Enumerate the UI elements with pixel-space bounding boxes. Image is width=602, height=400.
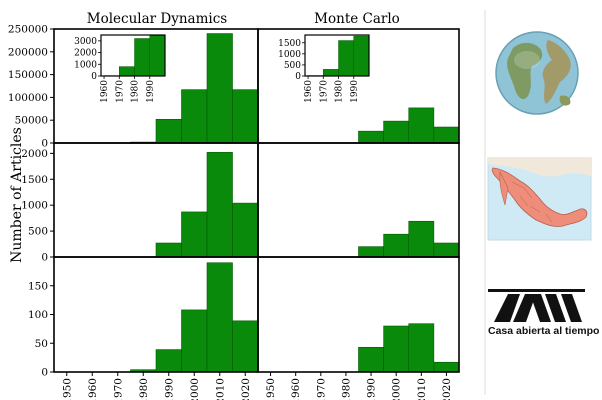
y-tick-label: 100 bbox=[28, 309, 48, 321]
y-axis-label: Number of Articles bbox=[9, 127, 25, 263]
x-tick-label: 2020 bbox=[441, 378, 453, 400]
x-tick-label: 2010 bbox=[214, 378, 226, 400]
inset-y-tick-label: 1500 bbox=[278, 39, 301, 49]
globe-icon bbox=[495, 31, 579, 115]
y-tick-label: 1000 bbox=[21, 200, 48, 212]
y-tick-label: 100000 bbox=[8, 92, 48, 104]
x-tick-label: 2020 bbox=[240, 378, 252, 400]
bar bbox=[408, 323, 435, 373]
inset-bar bbox=[149, 35, 166, 77]
y-tick-label: 200000 bbox=[8, 46, 48, 58]
x-tick-label: 1970 bbox=[315, 378, 327, 400]
bar bbox=[155, 349, 182, 373]
x-tick-label: 1980 bbox=[138, 378, 150, 400]
x-tick-label: 1950 bbox=[61, 378, 73, 400]
uam-logo-icon bbox=[488, 289, 585, 322]
bar bbox=[155, 118, 182, 144]
inset-x-tick-label: 1970 bbox=[319, 80, 329, 103]
inset-bar bbox=[134, 38, 151, 77]
chart-panels: 0500001000001500002000002500000100020003… bbox=[8, 24, 460, 400]
x-tick-label: 1960 bbox=[87, 378, 99, 400]
bar bbox=[383, 233, 410, 258]
inset-bar bbox=[338, 40, 355, 77]
bar bbox=[383, 325, 410, 373]
bar bbox=[232, 202, 259, 258]
x-tick-label: 1990 bbox=[366, 378, 378, 400]
y-tick-label: 250000 bbox=[8, 24, 48, 36]
bar bbox=[206, 152, 233, 258]
x-tick-label: 2000 bbox=[391, 378, 403, 400]
bar bbox=[383, 120, 410, 144]
bar bbox=[181, 309, 208, 373]
inset-bar bbox=[119, 66, 135, 77]
x-tick-label: 1950 bbox=[265, 378, 277, 400]
bar bbox=[206, 262, 233, 373]
bar bbox=[232, 320, 259, 373]
logo-caption: Casa abierta al tiempo bbox=[488, 325, 600, 337]
inset-x-tick-label: 1990 bbox=[146, 80, 156, 103]
x-tick-label: 1970 bbox=[112, 378, 124, 400]
inset-bar bbox=[353, 35, 370, 77]
y-tick-label: 0 bbox=[41, 367, 48, 379]
y-tick-label: 2000 bbox=[21, 148, 48, 160]
inset-y-tick-label: 1000 bbox=[74, 60, 97, 70]
bar bbox=[433, 126, 460, 144]
bar bbox=[408, 107, 435, 144]
y-tick-label: 50000 bbox=[15, 115, 48, 127]
mexico-map-icon bbox=[487, 157, 592, 241]
bar bbox=[433, 361, 460, 373]
bar bbox=[358, 346, 384, 373]
inset-y-tick-label: 3000 bbox=[74, 37, 97, 47]
panel-frame bbox=[257, 256, 460, 373]
y-tick-label: 500 bbox=[28, 226, 48, 238]
y-tick-label: 150 bbox=[28, 280, 48, 292]
x-tick-label: 2010 bbox=[416, 378, 428, 400]
bar bbox=[408, 220, 435, 258]
inset-x-tick-label: 1960 bbox=[100, 80, 110, 103]
inset-x-tick-label: 1960 bbox=[304, 80, 314, 103]
x-tick-label: 1990 bbox=[163, 378, 175, 400]
inset-y-tick-label: 0 bbox=[295, 72, 301, 82]
y-tick-label: 0 bbox=[41, 252, 48, 264]
bar bbox=[206, 33, 233, 144]
inset-y-tick-label: 500 bbox=[284, 61, 301, 71]
inset-bar bbox=[323, 69, 339, 77]
x-tick-label: 2000 bbox=[189, 378, 201, 400]
y-tick-label: 0 bbox=[41, 138, 48, 150]
panel-md-row2: 0 500 1000 1500 2000 bbox=[21, 142, 259, 264]
inset-x-tick-label: 1980 bbox=[335, 80, 345, 103]
inset-x-tick-label: 1980 bbox=[131, 80, 141, 103]
x-tick-label: 1980 bbox=[340, 378, 352, 400]
column-title-molecular-dynamics: Molecular Dynamics bbox=[87, 11, 227, 27]
inset-frame bbox=[100, 34, 166, 77]
y-tick-label: 1500 bbox=[21, 174, 48, 186]
y-tick-label: 50 bbox=[35, 338, 48, 350]
column-title-monte-carlo: Monte Carlo bbox=[314, 11, 400, 27]
bar bbox=[358, 130, 384, 144]
panel-mc-row3: 1950 1960 1970 1980 1990 2000 2010 2020 bbox=[257, 256, 460, 400]
inset-frame bbox=[304, 34, 370, 77]
bar bbox=[433, 242, 460, 258]
panel-mc-row2 bbox=[257, 142, 460, 258]
inset-y-tick-label: 1000 bbox=[278, 50, 301, 60]
y-tick-label: 150000 bbox=[8, 69, 48, 81]
inset-x-tick-label: 1970 bbox=[115, 80, 125, 103]
inset-x-tick-label: 1990 bbox=[350, 80, 360, 103]
panel-md-row3: 0 50 100 150 1950 1960 1970 1980 1990 2000 2010 202… bbox=[28, 256, 259, 400]
bar bbox=[181, 89, 208, 144]
inset-y-tick-label: 0 bbox=[91, 72, 97, 82]
x-tick-label: 1960 bbox=[290, 378, 302, 400]
bar bbox=[155, 242, 182, 258]
bar bbox=[181, 211, 208, 258]
bar bbox=[358, 246, 384, 258]
inset-y-tick-label: 2000 bbox=[74, 49, 97, 59]
bar bbox=[232, 89, 259, 144]
